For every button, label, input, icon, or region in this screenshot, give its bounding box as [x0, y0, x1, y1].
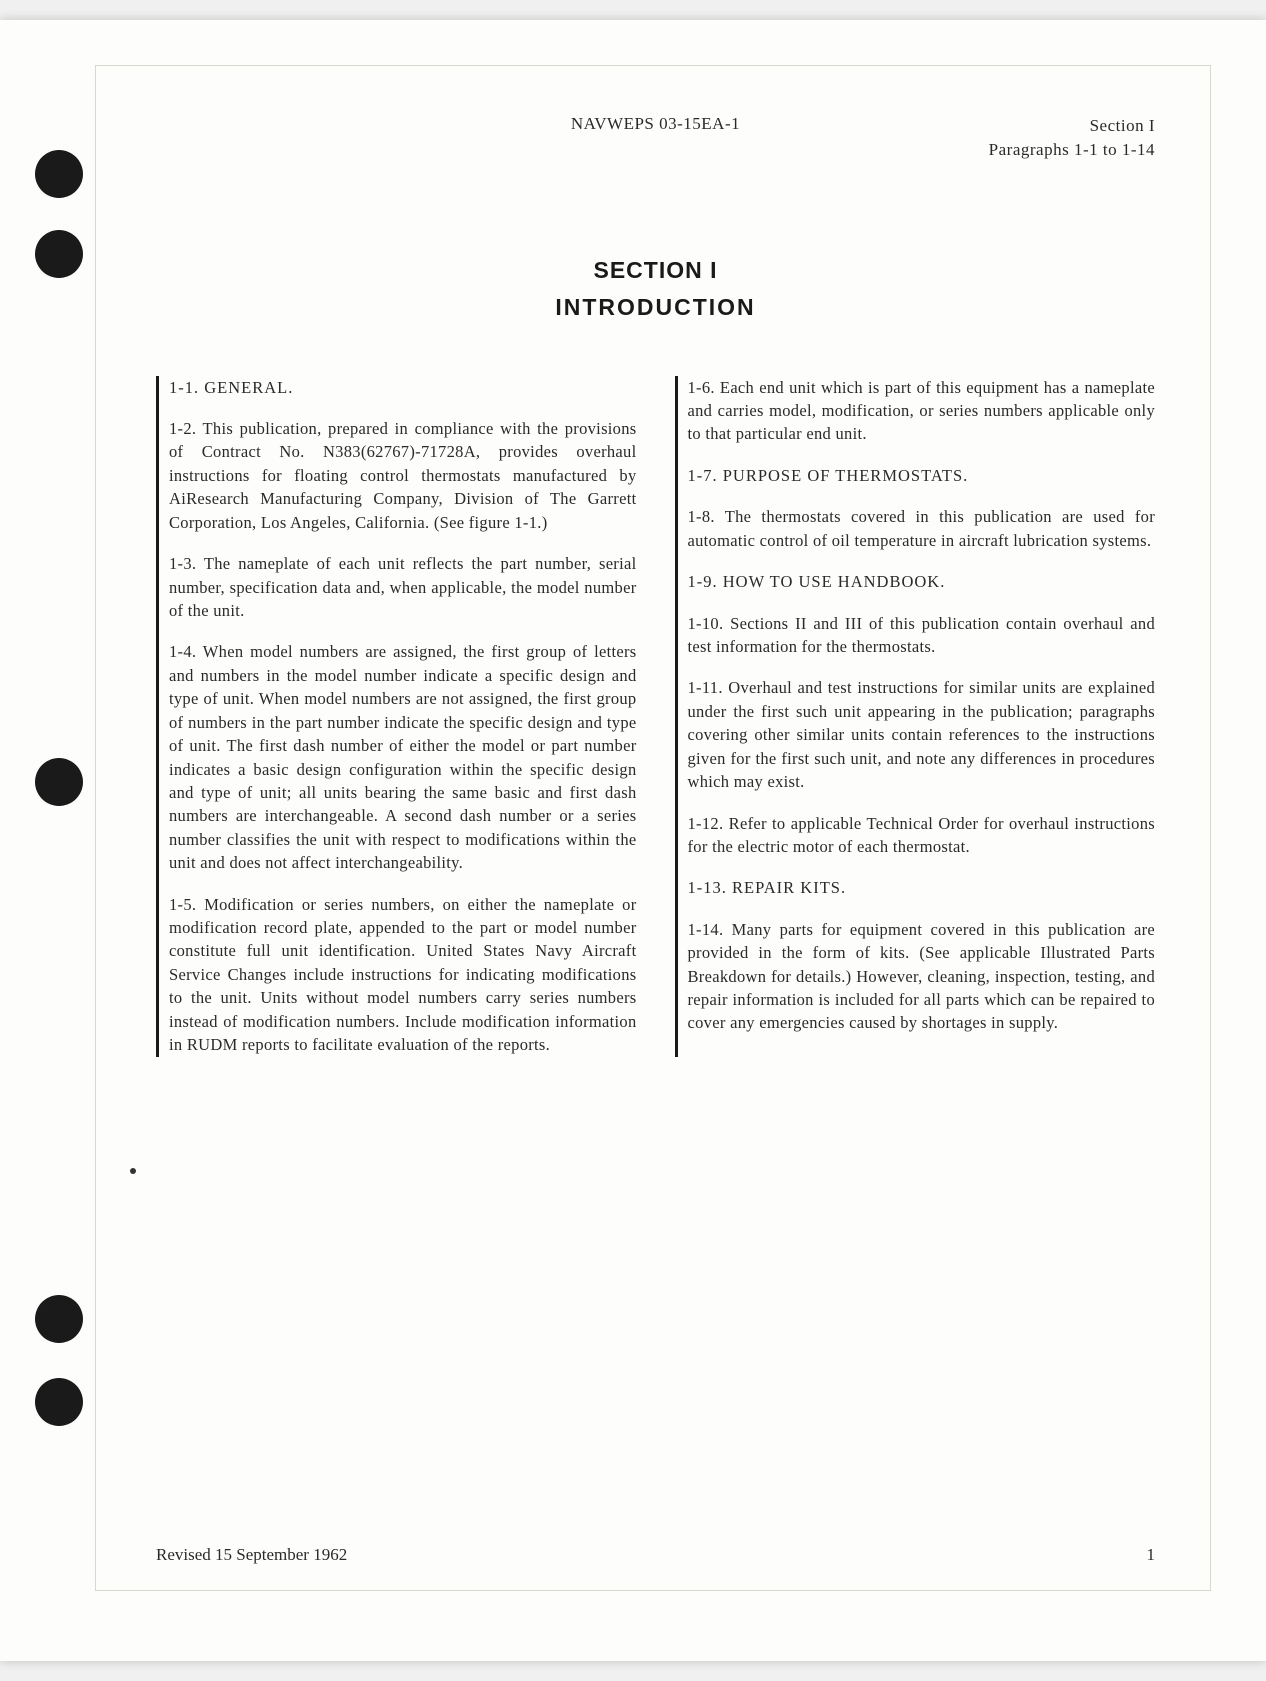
paragraph-heading: 1-1. GENERAL.	[169, 376, 637, 399]
paragraph: 1-2. This publication, prepared in compl…	[169, 417, 637, 534]
page-number: 1	[1147, 1545, 1156, 1565]
punch-hole	[35, 1378, 83, 1426]
punch-hole	[35, 1295, 83, 1343]
page-inner: NAVWEPS 03-15EA-1 Section I Paragraphs 1…	[96, 66, 1210, 1087]
title-block: SECTION I INTRODUCTION	[156, 257, 1155, 321]
document-page: NAVWEPS 03-15EA-1 Section I Paragraphs 1…	[0, 20, 1266, 1661]
paragraph-range: Paragraphs 1-1 to 1-14	[822, 138, 1155, 162]
paragraph-heading: 1-13. REPAIR KITS.	[688, 876, 1156, 899]
punch-hole	[35, 150, 83, 198]
paragraph: 1-8. The thermostats covered in this pub…	[688, 505, 1156, 552]
left-column: 1-1. GENERAL. 1-2. This publication, pre…	[156, 376, 637, 1057]
section-title: INTRODUCTION	[156, 294, 1155, 321]
page-header: NAVWEPS 03-15EA-1 Section I Paragraphs 1…	[156, 114, 1155, 162]
paragraph: 1-12. Refer to applicable Technical Orde…	[688, 812, 1156, 859]
paragraph: 1-14. Many parts for equipment covered i…	[688, 918, 1156, 1035]
paragraph: 1-3. The nameplate of each unit reflects…	[169, 552, 637, 622]
body-columns: 1-1. GENERAL. 1-2. This publication, pre…	[156, 376, 1155, 1057]
document-number: NAVWEPS 03-15EA-1	[489, 114, 822, 134]
paragraph-heading: 1-9. HOW TO USE HANDBOOK.	[688, 570, 1156, 593]
paragraph: 1-11. Overhaul and test instructions for…	[688, 676, 1156, 793]
page-footer: Revised 15 September 1962 1	[156, 1545, 1155, 1565]
paragraph: 1-5. Modification or series numbers, on …	[169, 893, 637, 1057]
page-frame: NAVWEPS 03-15EA-1 Section I Paragraphs 1…	[95, 65, 1211, 1591]
right-column: 1-6. Each end unit which is part of this…	[675, 376, 1156, 1057]
punch-hole	[35, 758, 83, 806]
section-number: SECTION I	[156, 257, 1155, 284]
section-ref: Section I	[822, 114, 1155, 138]
header-right: Section I Paragraphs 1-1 to 1-14	[822, 114, 1155, 162]
paragraph: 1-6. Each end unit which is part of this…	[688, 376, 1156, 446]
punch-hole	[35, 230, 83, 278]
paragraph: 1-4. When model numbers are assigned, th…	[169, 640, 637, 874]
revision-date: Revised 15 September 1962	[156, 1545, 347, 1565]
paragraph: 1-10. Sections II and III of this public…	[688, 612, 1156, 659]
paragraph-heading: 1-7. PURPOSE OF THERMOSTATS.	[688, 464, 1156, 487]
